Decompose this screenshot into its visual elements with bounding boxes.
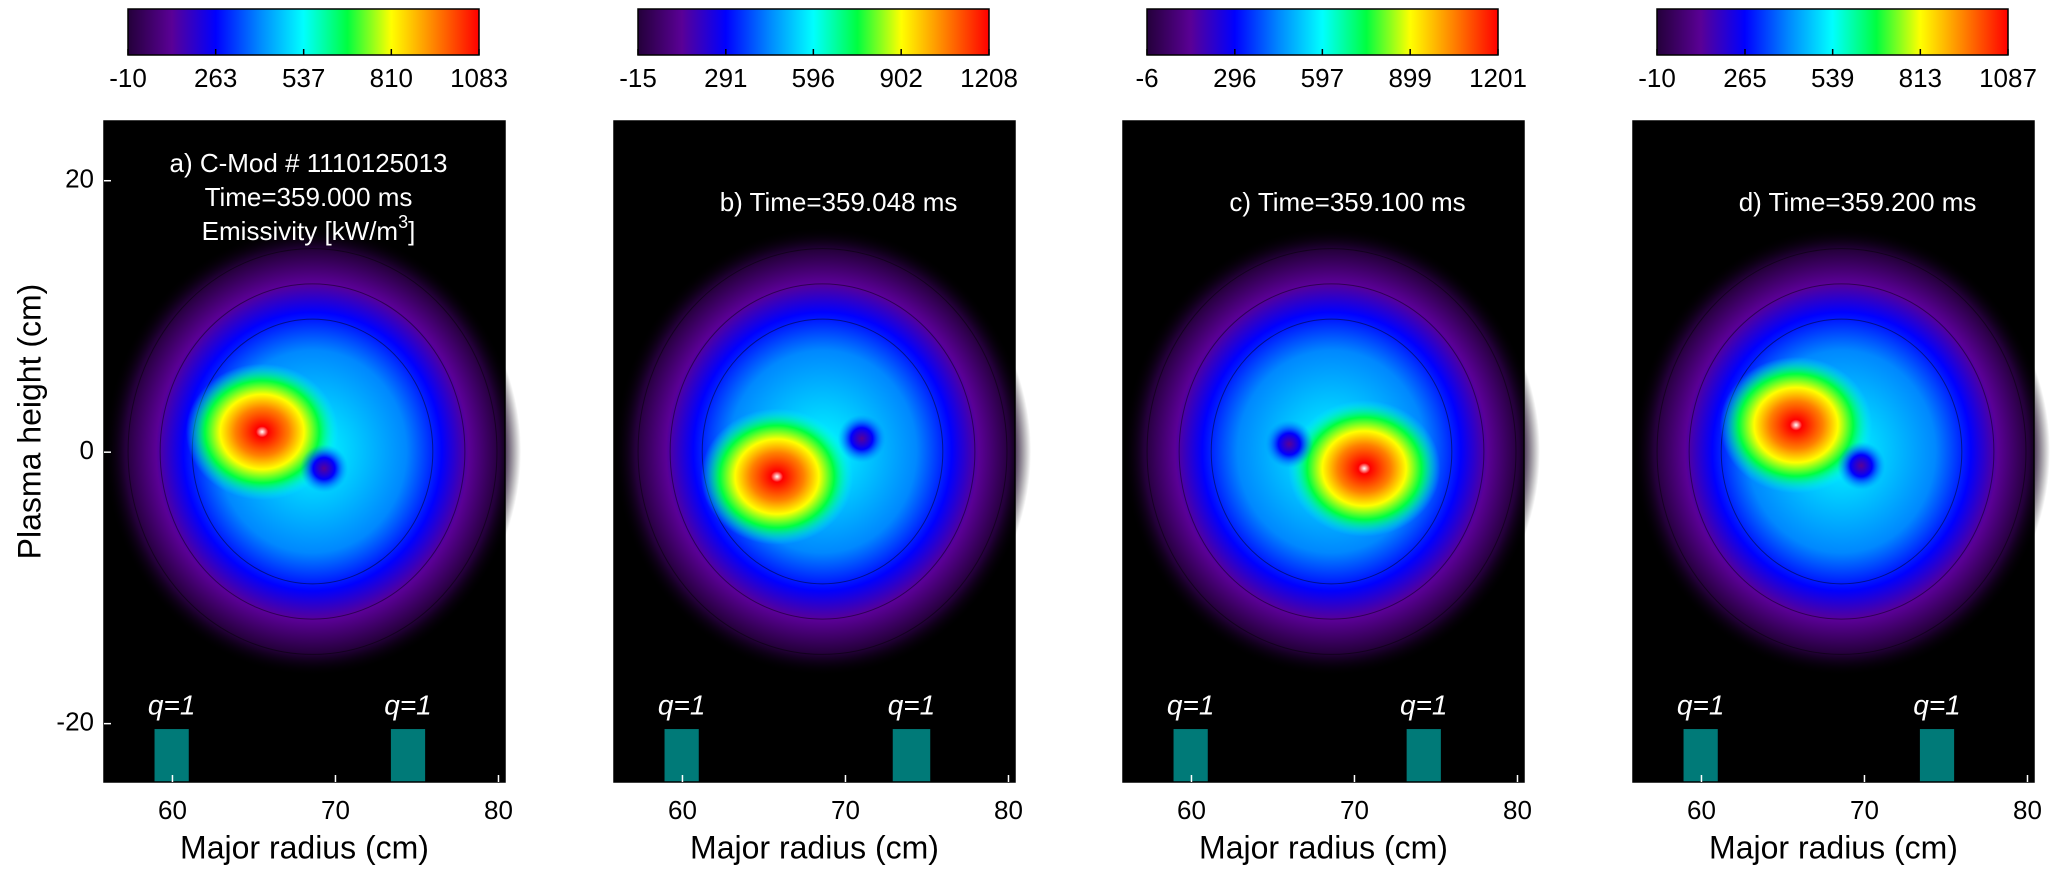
q1-band — [1173, 729, 1208, 782]
axes-frame — [1122, 120, 1525, 783]
colorbar-tick-label: 902 — [879, 63, 922, 93]
contour-line — [701, 318, 944, 585]
contour-line — [1656, 248, 2027, 655]
colorbar-tick-label: 1083 — [450, 63, 508, 93]
colorbar-tick-label: 296 — [1213, 63, 1256, 93]
contour-line — [637, 248, 1008, 655]
colorbar — [127, 8, 480, 56]
y-tick-label: 20 — [65, 164, 94, 194]
annotation: b) Time=359.048 ms — [720, 187, 958, 217]
colorbar-tick-label: 596 — [792, 63, 835, 93]
colorbar-tick-label: 1208 — [960, 63, 1018, 93]
hot-spot — [1288, 400, 1441, 537]
y-axis-label: Plasma height (cm) — [11, 284, 47, 560]
x-tick-label: 70 — [321, 795, 350, 825]
colorbar-tick-label: 597 — [1301, 63, 1344, 93]
contour-line — [159, 283, 466, 620]
q1-band — [1683, 729, 1718, 782]
colorbar-tick-label: 537 — [282, 63, 325, 93]
x-axis-label: Major radius (cm) — [1709, 829, 1958, 865]
q1-label: q=1 — [384, 689, 432, 720]
colorbar-tick-label: 899 — [1388, 63, 1431, 93]
colorbar-tick-label: -10 — [109, 63, 147, 93]
q1-band — [390, 729, 426, 782]
colorbar-tick-label: -10 — [1638, 63, 1676, 93]
x-tick-label: 80 — [1503, 795, 1532, 825]
colorbar-tick-label: 810 — [370, 63, 413, 93]
colorbar-tick-label: 813 — [1899, 63, 1942, 93]
annotation: a) C-Mod # 1110125013 — [170, 148, 448, 178]
x-tick-label: 80 — [484, 795, 513, 825]
annotation-text: Emissivity [kW/m — [202, 216, 398, 246]
colorbar — [637, 8, 990, 56]
x-tick-label: 80 — [2013, 795, 2042, 825]
x-tick-label: 60 — [1687, 795, 1716, 825]
annotation: Time=359.000 ms — [205, 182, 413, 212]
cold-spot — [837, 414, 886, 463]
contour-line — [1146, 248, 1517, 655]
cold-spot — [1837, 441, 1886, 490]
q1-label: q=1 — [658, 689, 706, 720]
colorbar-tick-label: 265 — [1723, 63, 1766, 93]
contour-line — [1210, 318, 1453, 585]
contour-line — [669, 283, 976, 620]
contour-line — [127, 248, 498, 655]
colorbar-tick-label: 1087 — [1979, 63, 2037, 93]
x-tick-label: 80 — [994, 795, 1023, 825]
hot-spot — [1719, 356, 1873, 494]
q1-label: q=1 — [888, 689, 936, 720]
annotation: c) Time=359.100 ms — [1229, 187, 1465, 217]
x-tick-label: 60 — [158, 795, 187, 825]
colorbar-tick-label: -15 — [619, 63, 657, 93]
q1-label: q=1 — [1167, 689, 1215, 720]
colorbar-tick-label: 539 — [1811, 63, 1854, 93]
x-axis-label: Major radius (cm) — [1199, 829, 1448, 865]
colorbar-tick-label: -6 — [1135, 63, 1158, 93]
contour-line — [1178, 283, 1485, 620]
x-tick-label: 70 — [1850, 795, 1879, 825]
x-tick-label: 60 — [668, 795, 697, 825]
annotation-text: ] — [408, 216, 415, 246]
annotation-superscript: 3 — [398, 212, 408, 232]
q1-band — [1919, 729, 1955, 782]
colorbar-tick-label: 263 — [194, 63, 237, 93]
cold-spot — [300, 444, 349, 493]
axes-frame — [613, 120, 1016, 783]
hot-spot — [700, 408, 854, 545]
q1-band — [154, 729, 189, 782]
x-axis-label: Major radius (cm) — [180, 829, 429, 865]
q1-label: q=1 — [1913, 689, 1961, 720]
q1-label: q=1 — [1400, 689, 1448, 720]
x-tick-label: 60 — [1177, 795, 1206, 825]
q1-label: q=1 — [1677, 689, 1725, 720]
contour-line — [1688, 283, 1995, 620]
cold-spot — [1265, 419, 1314, 469]
axes-frame — [1632, 120, 2035, 783]
contour-line — [1720, 318, 1963, 585]
annotation: d) Time=359.200 ms — [1739, 187, 1977, 217]
colorbar — [1146, 8, 1499, 56]
y-tick-label: 0 — [80, 435, 94, 465]
q1-label: q=1 — [148, 689, 196, 720]
q1-band — [1406, 729, 1441, 782]
x-axis-label: Major radius (cm) — [690, 829, 939, 865]
q1-band — [892, 729, 931, 782]
q1-band — [664, 729, 699, 782]
y-tick-label: -20 — [56, 707, 94, 737]
x-tick-label: 70 — [831, 795, 860, 825]
annotation: Emissivity [kW/m3] — [202, 212, 416, 246]
colorbar — [1656, 8, 2009, 56]
colorbar-tick-label: 291 — [704, 63, 747, 93]
x-tick-label: 70 — [1340, 795, 1369, 825]
colorbar-tick-label: 1201 — [1469, 63, 1527, 93]
